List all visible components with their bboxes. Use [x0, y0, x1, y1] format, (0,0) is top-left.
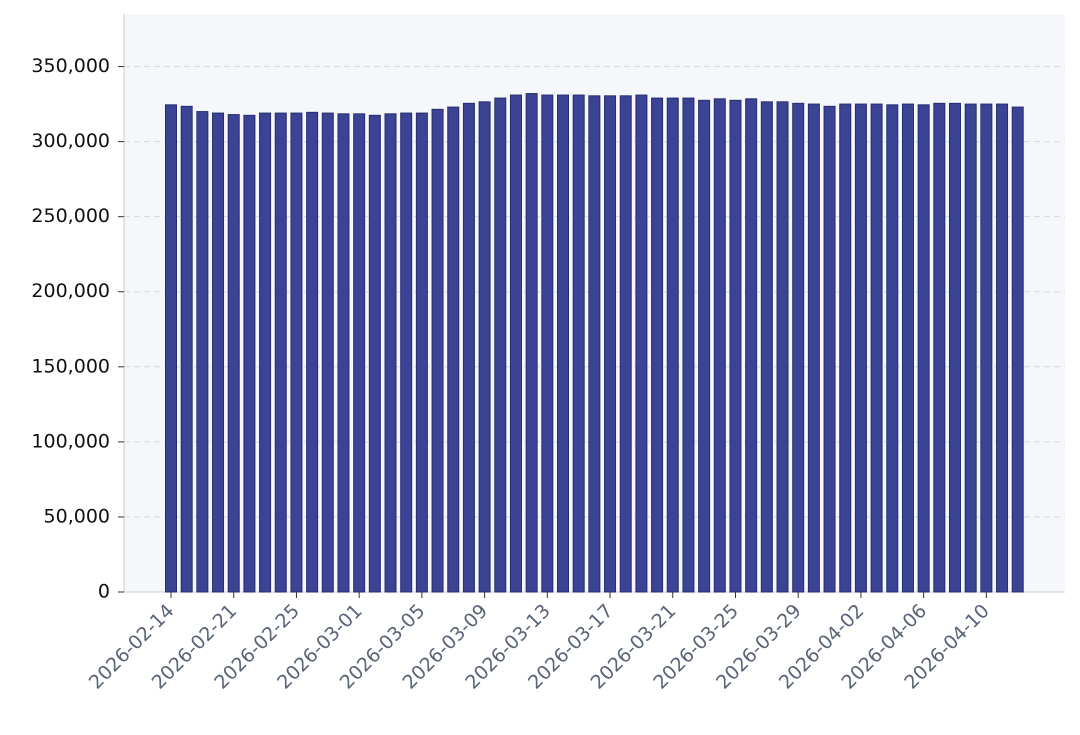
- bar: [996, 103, 1009, 593]
- y-tick-label: 300,000: [31, 130, 110, 152]
- bar: [541, 94, 554, 593]
- bar: [337, 113, 350, 593]
- bar: [368, 114, 381, 593]
- y-tick-label: 100,000: [31, 430, 110, 452]
- bar: [431, 108, 444, 593]
- bar: [212, 112, 225, 593]
- bar: [306, 111, 319, 593]
- bar: [901, 103, 914, 593]
- bar: [227, 114, 240, 593]
- y-tick-label: 200,000: [31, 280, 110, 302]
- bar: [400, 112, 413, 593]
- bar: [933, 102, 946, 593]
- y-tick-label: 50,000: [44, 505, 110, 527]
- bar: [478, 101, 491, 593]
- y-tick-label: 350,000: [31, 55, 110, 77]
- bar: [980, 103, 993, 593]
- bar: [729, 99, 742, 593]
- bar: [823, 105, 836, 593]
- bar: [949, 102, 961, 593]
- bar: [870, 103, 883, 593]
- bar: [259, 112, 272, 593]
- bar: [415, 112, 428, 593]
- bar: [180, 105, 193, 593]
- bar: [274, 112, 287, 593]
- bar: [651, 97, 664, 593]
- bar: [494, 97, 507, 593]
- bar: [557, 94, 569, 593]
- bar: [384, 113, 397, 593]
- bar: [698, 99, 711, 593]
- bar: [666, 97, 679, 593]
- bar: [290, 112, 303, 593]
- bar: [243, 114, 256, 593]
- y-tick-label: 0: [98, 581, 110, 603]
- bar: [447, 106, 460, 593]
- bar: [807, 103, 820, 593]
- bar: [886, 104, 899, 593]
- bar: [619, 95, 632, 593]
- bar: [604, 95, 617, 593]
- bar: [588, 95, 601, 593]
- bar: [964, 103, 977, 593]
- bar: [321, 112, 334, 593]
- bar: [745, 98, 758, 593]
- bar: [525, 93, 538, 593]
- bar: [196, 111, 209, 593]
- bar: [682, 97, 695, 593]
- y-tick-label: 250,000: [31, 205, 110, 227]
- bar: [462, 102, 475, 593]
- bar: [854, 103, 867, 593]
- bar: [1011, 106, 1024, 593]
- bar: [353, 113, 366, 593]
- y-tick-label: 150,000: [31, 355, 110, 377]
- bar: [792, 102, 805, 593]
- bar: [635, 94, 648, 593]
- bar: [165, 104, 177, 593]
- bar: [760, 101, 773, 593]
- bar: [509, 94, 522, 593]
- bar: [572, 94, 585, 593]
- bar: [839, 103, 852, 593]
- bar: [776, 101, 789, 593]
- bar: [917, 104, 930, 593]
- bar: [713, 98, 726, 593]
